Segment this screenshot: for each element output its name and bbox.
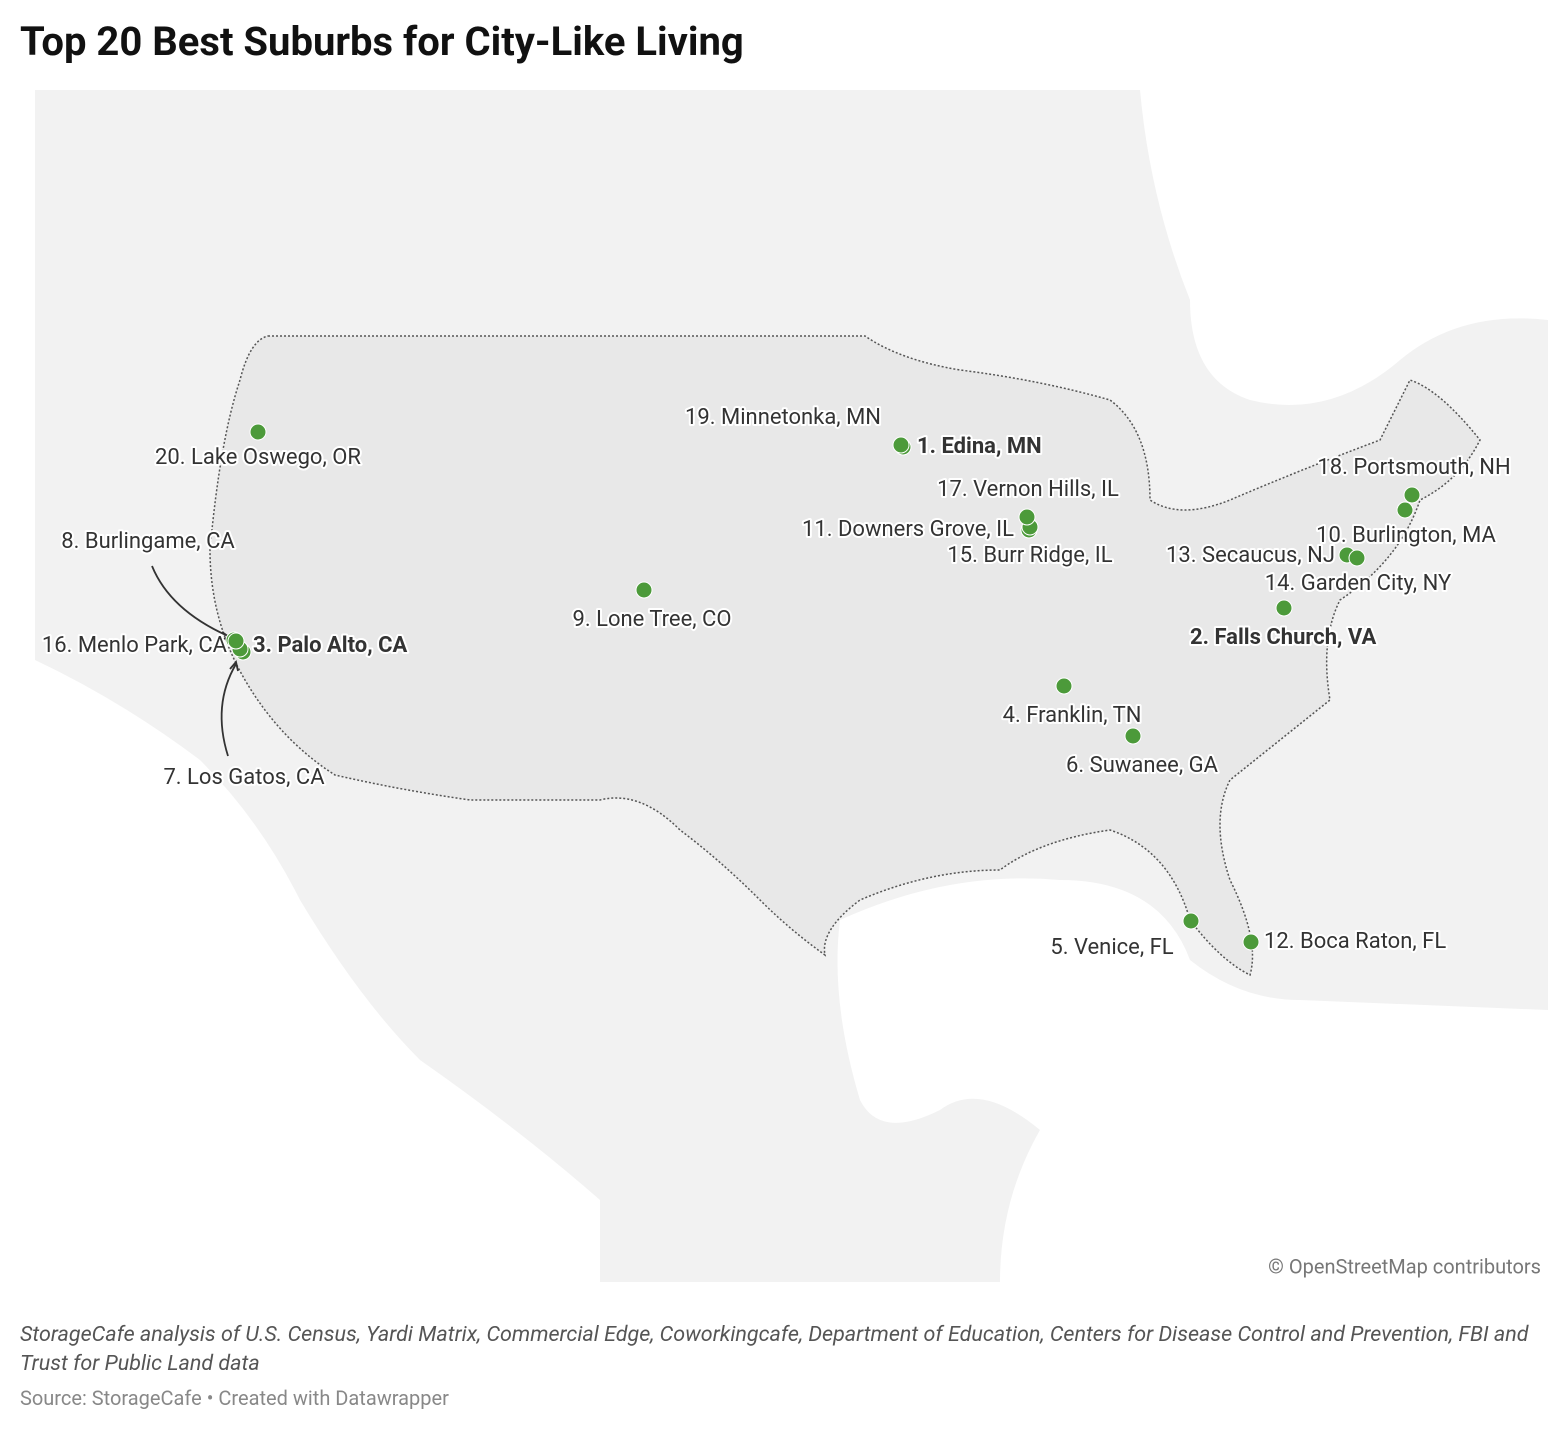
usa (209, 335, 1481, 977)
attribution: © OpenStreetMap contributors (1268, 1254, 1541, 1278)
arrow (220, 663, 237, 757)
marker-label: 11. Downers Grove, IL (802, 517, 1014, 542)
marker-label: 7. Los Gatos, CA (163, 765, 325, 790)
marker-label: 18. Portsmouth, NH (1317, 455, 1510, 480)
marker-label: 20. Lake Oswego, OR (155, 445, 361, 470)
marker-label: 6. Suwanee, GA (1066, 753, 1219, 778)
marker (635, 581, 653, 599)
marker (249, 423, 267, 441)
marker-label: 12. Boca Raton, FL (1264, 929, 1446, 954)
notes: StorageCafe analysis of U.S. Census, Yar… (20, 1322, 1529, 1376)
marker (1018, 508, 1036, 526)
marker (1242, 933, 1260, 951)
marker-label: 2. Falls Church, VA (1190, 625, 1376, 650)
marker-label: 19. Minnetonka, MN (685, 405, 881, 430)
marker (227, 632, 245, 650)
marker-label: 15. Burr Ridge, IL (947, 543, 1112, 568)
marker-label: 3. Palo Alto, CA (253, 633, 407, 658)
marker-label: 10. Burlington, MA (1316, 523, 1496, 548)
marker-label: 1. Edina, MN (917, 434, 1042, 459)
marker (1182, 912, 1200, 930)
marker (1124, 727, 1142, 745)
arrowhead (229, 660, 239, 672)
marker-label: 8. Burlingame, CA (61, 529, 235, 554)
map: 1. Edina, MN 2. Falls Church, VA 3. Palo A… (35, 90, 1548, 1282)
source: Source: StorageCafe • Created with Dataw… (20, 1386, 449, 1410)
marker (1055, 677, 1073, 695)
gulf (837, 878, 1548, 1282)
marker-label: 9. Lone Tree, CO (572, 607, 731, 632)
marker (1275, 599, 1293, 617)
marker-label: 14. Garden City, NY (1265, 571, 1452, 596)
marker-label: 4. Franklin, TN (1003, 703, 1142, 728)
marker (1348, 549, 1366, 567)
marker-label: 17. Vernon Hills, IL (937, 477, 1119, 502)
marker (892, 436, 910, 454)
marker (1396, 501, 1414, 519)
marker (1403, 486, 1421, 504)
ocean (35, 660, 600, 1282)
markers: 1. Edina, MN 2. Falls Church, VA 3. Palo A… (40, 403, 1513, 962)
title: Top 20 Best Suburbs for City-Like Living (20, 18, 744, 65)
marker-label: 13. Secaucus, NJ (1166, 543, 1335, 568)
marker-label: 16. Menlo Park, CA (42, 633, 228, 658)
water (1140, 90, 1548, 405)
marker-label: 5. Venice, FL (1050, 935, 1173, 960)
arrow (151, 565, 229, 637)
